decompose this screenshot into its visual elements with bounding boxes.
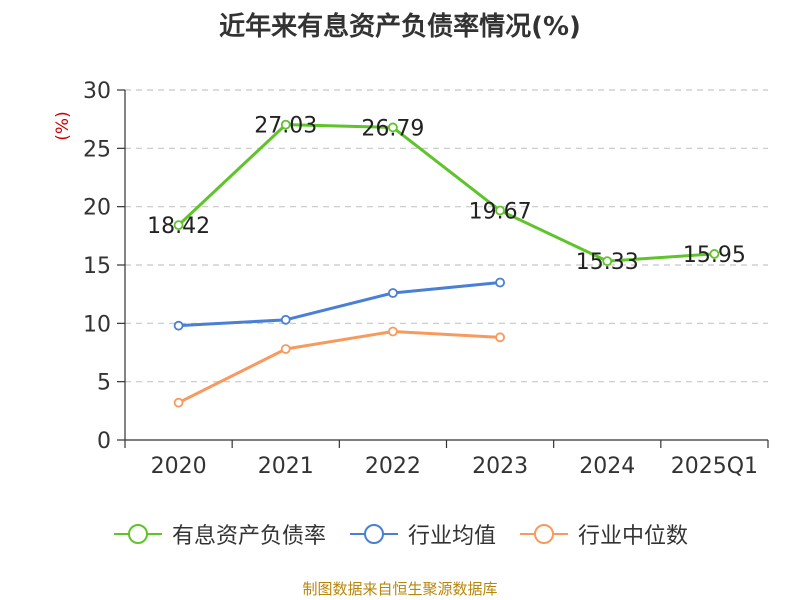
y-tick-label: 30 bbox=[83, 79, 111, 104]
data-point bbox=[602, 256, 613, 267]
series-line bbox=[177, 123, 715, 263]
x-tick-label: 2025Q1 bbox=[671, 454, 758, 479]
data-label: 19.67 bbox=[469, 200, 532, 225]
data-point bbox=[495, 332, 505, 343]
legend-label: 有息资产负债率 bbox=[171, 524, 326, 549]
source-note: 制图数据来自恒生聚源数据库 bbox=[302, 580, 498, 598]
legend-marker-icon bbox=[520, 524, 568, 544]
x-tick-label: 2022 bbox=[365, 454, 421, 479]
series-line bbox=[178, 281, 501, 328]
data-label: 18.42 bbox=[147, 214, 210, 239]
data-point bbox=[495, 277, 505, 288]
x-tick-label: 2024 bbox=[579, 454, 635, 479]
y-tick-label: 5 bbox=[97, 371, 111, 396]
data-point bbox=[495, 205, 505, 216]
data-label: 27.03 bbox=[254, 114, 317, 139]
x-tick-label: 2021 bbox=[258, 454, 314, 479]
legend-label: 行业均值 bbox=[407, 524, 496, 549]
data-point bbox=[173, 397, 184, 408]
series-line bbox=[177, 330, 501, 405]
data-point bbox=[388, 288, 398, 298]
legend-marker-icon bbox=[349, 524, 398, 544]
x-tick-label: 2023 bbox=[472, 454, 528, 479]
legend-marker-icon bbox=[113, 524, 162, 544]
y-tick-label: 25 bbox=[83, 137, 111, 162]
data-label: 15.33 bbox=[576, 250, 639, 275]
x-tick-label: 2020 bbox=[151, 454, 207, 479]
data-point bbox=[388, 326, 398, 337]
data-point bbox=[173, 220, 184, 231]
data-point bbox=[280, 119, 291, 130]
y-tick-label: 10 bbox=[83, 312, 111, 337]
data-point bbox=[280, 344, 291, 354]
legend: 有息资产负债率 行业均值 行业中位数 bbox=[0, 518, 800, 550]
legend-item-industry-median[interactable]: 行业中位数 bbox=[518, 518, 688, 550]
y-tick-label: 0 bbox=[97, 429, 111, 454]
y-tick-label: 20 bbox=[83, 196, 111, 221]
legend-label: 行业中位数 bbox=[578, 524, 689, 549]
data-label: 26.79 bbox=[361, 116, 424, 141]
y-tick-label: 15 bbox=[83, 254, 111, 279]
data-point bbox=[280, 314, 291, 325]
data-point bbox=[388, 122, 398, 133]
data-point bbox=[173, 320, 184, 331]
legend-item-interest-debt-ratio[interactable]: 有息资产负债率 bbox=[112, 518, 326, 550]
chart-title: 近年来有息资产负债率情况(%) bbox=[219, 12, 581, 42]
data-label: 15.95 bbox=[683, 243, 746, 268]
data-point bbox=[709, 249, 720, 259]
legend-item-industry-mean[interactable]: 行业均值 bbox=[348, 518, 496, 550]
y-axis-unit-label: (%) bbox=[53, 111, 73, 140]
